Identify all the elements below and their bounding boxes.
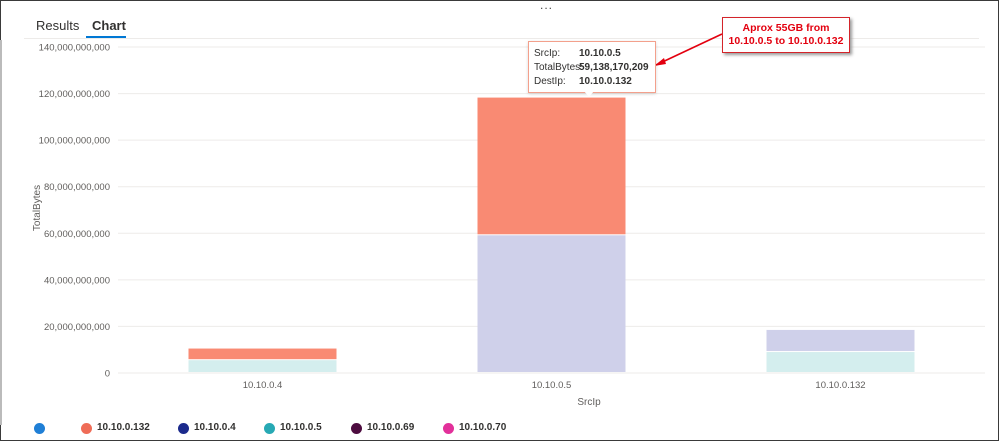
y-axis-title: TotalBytes: [32, 185, 43, 231]
x-axis-title: SrcIp: [577, 397, 601, 408]
annotation-arrow-line: [655, 33, 723, 66]
y-tick-label: 140,000,000,000: [39, 43, 110, 54]
bar-segment[interactable]: [188, 348, 337, 360]
legend-dot-icon: [81, 423, 92, 434]
tooltip-value: 10.10.0.5: [579, 48, 621, 59]
tooltip-value: 10.10.0.132: [579, 76, 632, 87]
legend-dot-icon: [351, 423, 362, 434]
x-axis-ticks: 10.10.0.4 10.10.0.5 10.10.0.132: [243, 380, 866, 391]
tooltip-value: 59,138,170,209: [579, 62, 649, 73]
annotation-line: 10.10.0.5 to 10.10.0.132: [728, 35, 844, 47]
x-tick-label: 10.10.0.4: [243, 380, 283, 391]
y-tick-label: 40,000,000,000: [44, 275, 110, 286]
legend-dot-icon: [34, 423, 45, 434]
bar-segment[interactable]: [188, 360, 337, 372]
bar-tooltip: SrcIp: 10.10.0.5 TotalBytes: 59,138,170,…: [528, 41, 656, 93]
tabs-divider: [24, 38, 979, 39]
y-tick-label: 120,000,000,000: [39, 89, 110, 100]
y-axis-ticks: 0 20,000,000,000 40,000,000,000 60,000,000,…: [39, 43, 110, 380]
tab-chart[interactable]: Chart: [92, 18, 126, 33]
legend-dot-icon: [264, 423, 275, 434]
x-tick-label: 10.10.0.5: [532, 380, 572, 391]
tooltip-key: TotalBytes:: [534, 62, 583, 73]
legend-item[interactable]: 10.10.0.4: [194, 422, 236, 433]
annotation-callout: Aprox 55GB from 10.10.0.5 to 10.10.0.132: [722, 17, 850, 53]
more-options-handle[interactable]: ...: [540, 0, 554, 12]
legend-item[interactable]: 10.10.0.70: [459, 422, 507, 433]
panel-left-border: [0, 40, 2, 425]
legend-dot-icon: [178, 423, 189, 434]
active-tab-indicator: [86, 36, 126, 38]
y-tick-label: 100,000,000,000: [39, 136, 110, 147]
tab-results[interactable]: Results: [36, 18, 80, 33]
y-tick-label: 60,000,000,000: [44, 229, 110, 240]
bars: [188, 97, 915, 372]
bar-segment[interactable]: [766, 329, 915, 352]
tooltip-key: DestIp:: [534, 76, 566, 87]
legend-item[interactable]: 10.10.0.132: [97, 422, 150, 433]
legend-item[interactable]: 10.10.0.69: [367, 422, 415, 433]
legend-item[interactable]: 10.10.0.5: [280, 422, 322, 433]
annotation-line: Aprox 55GB from: [742, 22, 830, 34]
annotation-arrow-head: [654, 58, 666, 66]
bar-segment[interactable]: [477, 97, 626, 235]
x-tick-label: 10.10.0.132: [815, 380, 865, 391]
bar-segment[interactable]: [766, 352, 915, 372]
tooltip-pointer: [584, 91, 594, 97]
y-tick-label: 0: [105, 369, 110, 380]
tooltip-key: SrcIp:: [534, 48, 561, 59]
bar-segment[interactable]: [477, 235, 626, 372]
legend-dot-icon: [443, 423, 454, 434]
y-tick-label: 80,000,000,000: [44, 182, 110, 193]
y-tick-label: 20,000,000,000: [44, 322, 110, 333]
